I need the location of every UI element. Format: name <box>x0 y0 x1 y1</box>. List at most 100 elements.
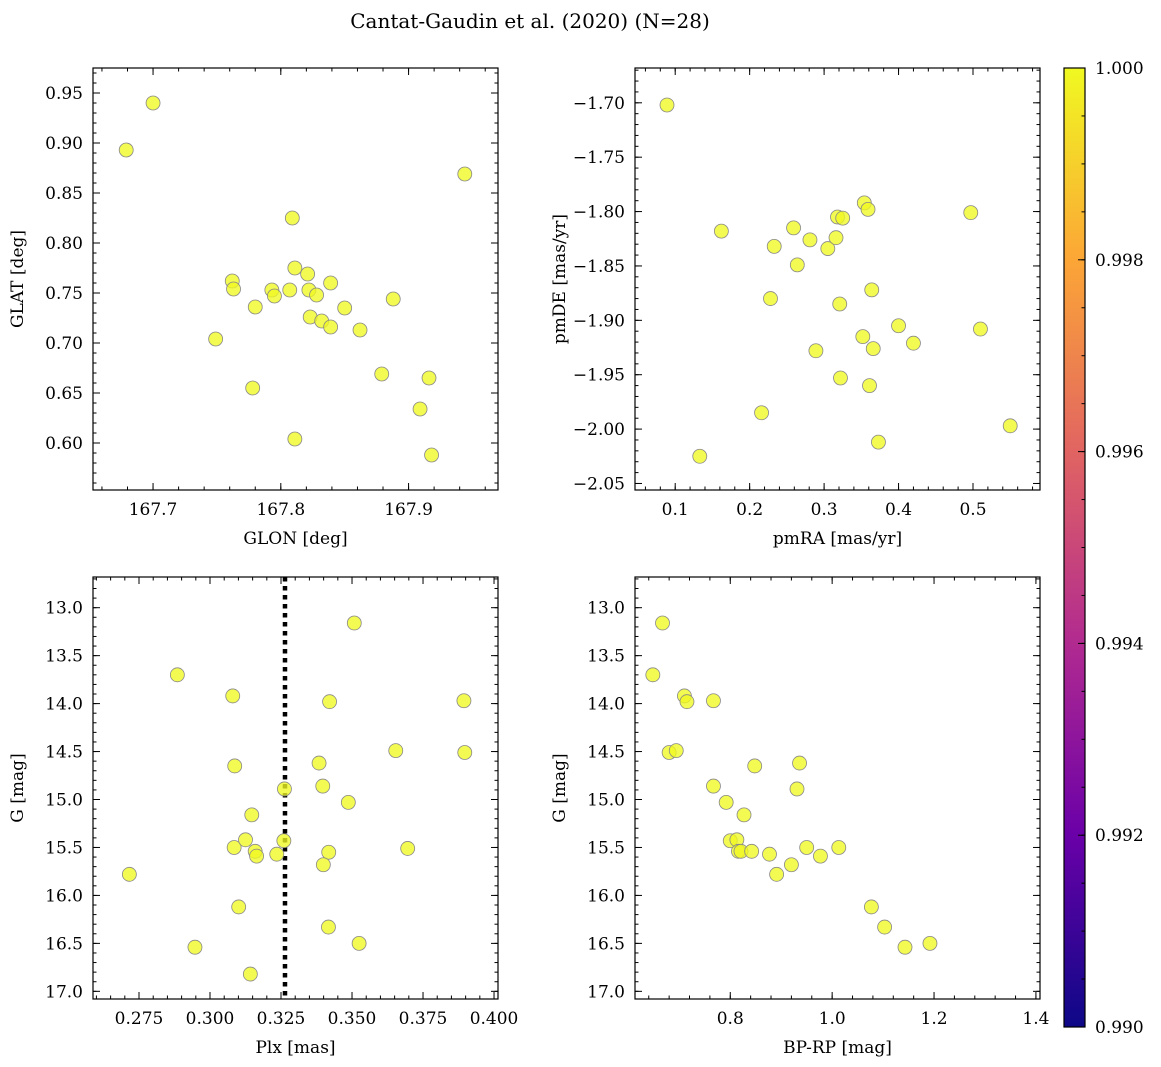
y-tick-label: 0.85 <box>45 184 83 204</box>
y-tick-label: −2.05 <box>573 474 625 494</box>
panels: 167.7 167.8 167.9 0.60 0.65 0.70 0.75 0.80 0.85 0… <box>8 67 1049 1058</box>
colorbar-tick-label: 0.996 <box>1095 443 1144 463</box>
data-point <box>799 840 815 855</box>
data-point <box>906 335 921 351</box>
data-point <box>424 447 439 463</box>
data-point <box>783 857 799 873</box>
colorbar-tick-label: 0.998 <box>1095 251 1144 271</box>
y-tick-label: 14.5 <box>45 743 83 763</box>
data-point <box>323 319 339 335</box>
y-tick-label: −1.85 <box>573 257 625 277</box>
x-axis-label: GLON [deg] <box>243 529 347 549</box>
data-point <box>385 291 401 307</box>
data-point <box>321 844 337 860</box>
data-point <box>145 95 161 111</box>
data-point <box>831 840 847 855</box>
data-point <box>692 448 708 464</box>
x-axis-label: Plx [mas] <box>255 1038 335 1058</box>
y-tick-label: 15.5 <box>45 838 83 858</box>
data-point <box>346 615 362 631</box>
data-point <box>762 846 777 862</box>
y-tick-label: 13.0 <box>587 599 625 619</box>
axes-frame <box>634 576 1041 1000</box>
data-point <box>277 781 292 797</box>
data-point <box>668 743 684 758</box>
data-point <box>891 318 906 334</box>
panel-glon-glat: 167.7 167.8 167.9 0.60 0.65 0.70 0.75 0.80 0.85 0… <box>8 67 499 549</box>
data-point <box>747 758 763 774</box>
data-point <box>457 166 473 182</box>
y-tick-label: 16.0 <box>45 886 83 906</box>
y-tick-label: 17.0 <box>45 982 83 1002</box>
data-point <box>766 238 782 254</box>
data-point <box>374 366 390 382</box>
y-tick-label: 15.0 <box>45 791 83 811</box>
y-tick-label: 0.65 <box>45 384 83 404</box>
colorbar-tick-label: 0.990 <box>1095 1018 1144 1038</box>
data-point <box>226 281 241 297</box>
data-point <box>1002 418 1018 434</box>
data-point <box>871 434 886 450</box>
x-tick-label: 0.275 <box>115 1009 164 1029</box>
data-point <box>340 794 356 810</box>
axes-frame <box>634 67 1041 491</box>
y-tick-label: 0.95 <box>45 84 83 104</box>
data-point <box>187 939 203 955</box>
x-tick-label: 1.2 <box>921 1009 948 1029</box>
data-point <box>400 841 416 856</box>
data-point <box>655 615 670 631</box>
data-point <box>226 840 242 855</box>
y-tick-label: 17.0 <box>587 982 625 1002</box>
data-point <box>242 966 258 982</box>
data-point <box>897 939 913 955</box>
x-axis-label: pmRA [mas/yr] <box>773 529 902 549</box>
data-point <box>860 201 876 217</box>
x-tick-label: 0.350 <box>328 1009 377 1029</box>
y-tick-label: −1.75 <box>573 148 625 168</box>
data-point <box>322 694 337 710</box>
data-point <box>802 232 818 248</box>
data-point <box>763 291 778 306</box>
data-point <box>922 935 938 951</box>
x-tick-label: 1.4 <box>1022 1009 1049 1029</box>
data-point <box>267 288 282 304</box>
x-tick-label: 0.400 <box>470 1009 519 1029</box>
y-tick-label: 15.5 <box>587 838 625 858</box>
data-point <box>244 807 260 823</box>
data-point <box>864 282 880 298</box>
data-point <box>718 794 734 810</box>
data-point <box>249 848 264 864</box>
data-point <box>276 833 292 849</box>
data-point <box>808 343 824 359</box>
data-point <box>269 846 285 862</box>
data-point <box>855 329 871 345</box>
data-point <box>287 260 303 276</box>
y-tick-label: 16.5 <box>587 934 625 954</box>
y-tick-label: 0.75 <box>45 284 83 304</box>
data-point <box>863 899 879 915</box>
y-axis-label: pmDE [mas/yr] <box>550 214 570 344</box>
x-axis-label: BP-RP [mag] <box>783 1038 892 1058</box>
y-tick-label: −1.70 <box>573 94 625 114</box>
axes-frame <box>92 576 499 1000</box>
colorbar-tick-label: 0.994 <box>1095 634 1144 654</box>
y-tick-label: 0.70 <box>45 334 83 354</box>
x-tick-label: 1.0 <box>819 1009 846 1029</box>
y-tick-label: 16.5 <box>45 934 83 954</box>
data-point <box>321 919 336 935</box>
data-point <box>309 287 324 303</box>
data-point <box>282 282 298 298</box>
data-point <box>247 299 263 315</box>
y-axis-label: G [mag] <box>8 753 28 822</box>
x-tick-label: 0.375 <box>399 1009 448 1029</box>
y-tick-label: 14.0 <box>45 695 83 715</box>
data-point <box>412 401 428 417</box>
data-point <box>351 935 367 951</box>
data-point <box>865 341 881 357</box>
data-point <box>121 866 137 882</box>
y-tick-label: 13.0 <box>45 599 83 619</box>
x-tick-label: 0.2 <box>736 500 763 520</box>
y-axis-label: GLAT [deg] <box>8 230 28 328</box>
y-tick-label: 16.0 <box>587 886 625 906</box>
